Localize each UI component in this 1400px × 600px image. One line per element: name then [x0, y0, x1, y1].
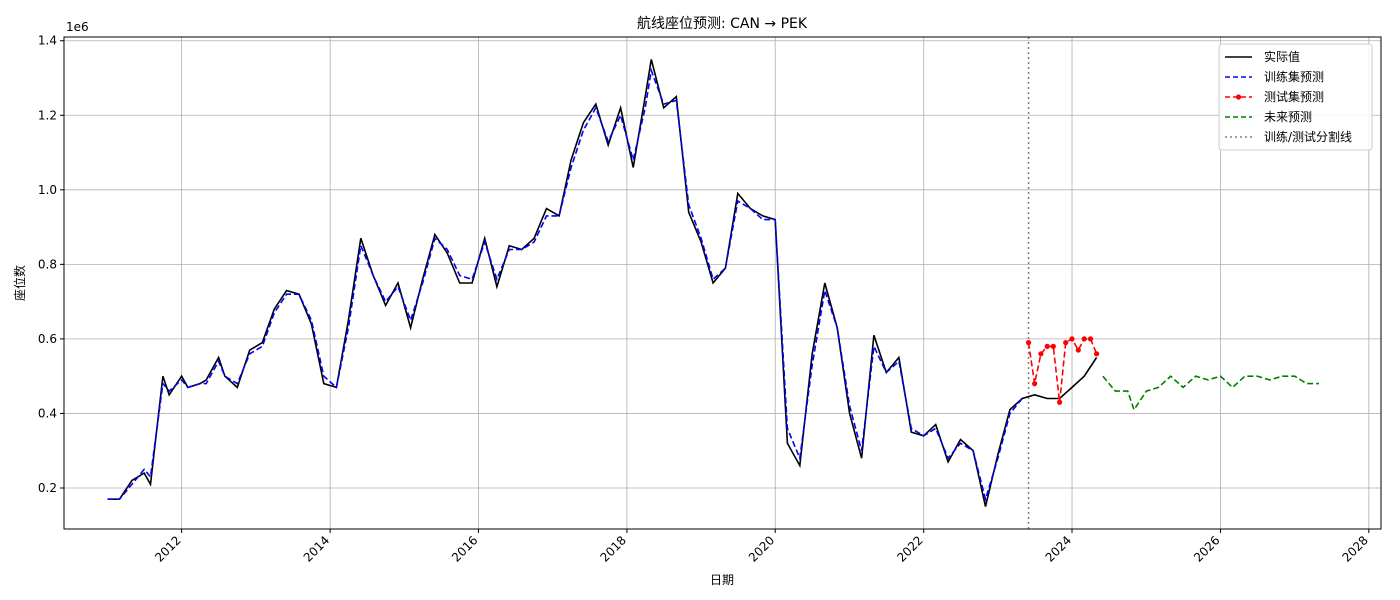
y-tick-label-6: 1.4 — [38, 34, 57, 48]
series-point-2-9 — [1081, 336, 1087, 342]
series-line-3 — [1102, 375, 1319, 412]
legend-label-2: 测试集预测 — [1264, 89, 1324, 104]
series-point-2-11 — [1093, 351, 1100, 357]
legend-label-0: 实际值 — [1264, 49, 1300, 64]
y-tick-label-2: 0.6 — [38, 332, 57, 346]
y-tick-label-0: 0.2 — [38, 481, 57, 495]
legend-box — [1218, 43, 1373, 151]
legend-label-4: 训练/测试分割线 — [1264, 129, 1352, 144]
series-point-2-5 — [1057, 399, 1063, 405]
x-axis-label: 日期 — [710, 573, 734, 587]
legend-marker-2 — [1235, 94, 1242, 100]
series-line-1 — [107, 67, 1023, 503]
y-tick-label-4: 1.0 — [38, 183, 57, 197]
y-axis-ticks: 0.2 0.4 0.6 0.8 1.0 1.2 1.4 — [38, 34, 64, 495]
series-point-2-7 — [1069, 336, 1075, 342]
plot-area-border — [63, 36, 1382, 530]
y-tick-label-5: 1.2 — [38, 108, 57, 122]
series-point-2-10 — [1087, 336, 1094, 342]
series-layer — [107, 59, 1319, 507]
y-tick-label-3: 0.8 — [38, 257, 57, 271]
series-point-2-3 — [1044, 343, 1050, 349]
legend-label-1: 训练集预测 — [1264, 69, 1324, 84]
chart-title: 航线座位预测: CAN → PEK — [637, 16, 808, 32]
series-point-2-6 — [1063, 340, 1069, 346]
y-axis-label: 座位数 — [12, 265, 27, 301]
series-point-2-0 — [1025, 340, 1032, 346]
grid-lines — [64, 37, 1381, 529]
series-point-2-1 — [1032, 381, 1038, 387]
y-axis-offset-label: 1e6 — [66, 20, 89, 34]
legend-label-3: 未来预测 — [1264, 110, 1312, 124]
series-point-2-2 — [1038, 351, 1044, 357]
y-tick-label-1: 0.4 — [38, 406, 57, 420]
series-point-2-4 — [1050, 343, 1056, 349]
series-point-2-8 — [1075, 347, 1081, 353]
